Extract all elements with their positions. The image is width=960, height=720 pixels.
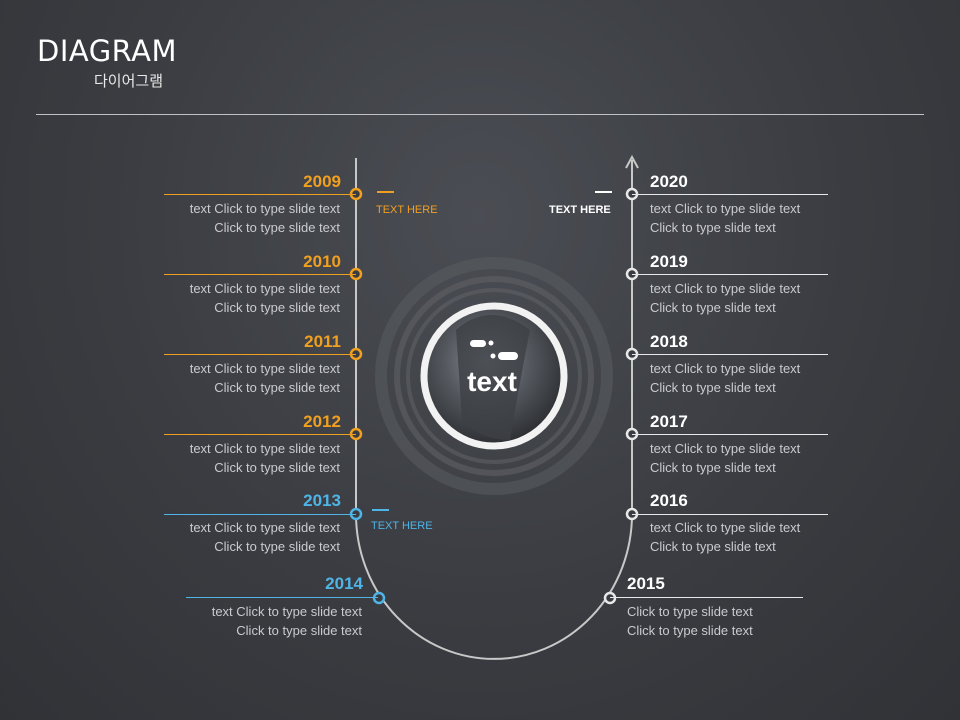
year-underline bbox=[186, 597, 378, 598]
year-underline bbox=[164, 274, 356, 275]
year-label: 2012 bbox=[303, 412, 341, 431]
year-label: 2017 bbox=[650, 412, 688, 431]
year-label: 2010 bbox=[303, 252, 341, 271]
outer-ring-2 bbox=[394, 276, 594, 476]
item-description: Click to type slide text Click to type sl… bbox=[627, 604, 753, 638]
annotation-blue: TEXT HERE bbox=[371, 520, 433, 532]
center-label: text bbox=[467, 366, 517, 397]
year-label: 2016 bbox=[650, 491, 688, 510]
bottom-arc bbox=[355, 513, 633, 660]
year-label: 2018 bbox=[650, 332, 688, 351]
item-description: text Click to type slide text Click to ty… bbox=[189, 520, 340, 554]
annotation-dash-orange bbox=[377, 191, 394, 193]
year-underline bbox=[632, 194, 828, 195]
year-label: 2009 bbox=[303, 172, 341, 191]
year-label: 2015 bbox=[627, 574, 665, 593]
center-ring bbox=[420, 302, 568, 450]
year-underline bbox=[164, 514, 356, 515]
year-underline bbox=[164, 434, 356, 435]
item-description: text Click to type slide text Click to ty… bbox=[189, 361, 340, 395]
year-label: 2019 bbox=[650, 252, 688, 271]
year-underline bbox=[632, 354, 828, 355]
year-underline bbox=[632, 274, 828, 275]
annotation-dash-white bbox=[595, 191, 612, 193]
year-label: 2014 bbox=[325, 574, 363, 593]
year-label: 2011 bbox=[304, 332, 341, 351]
item-description: text Click to type slide text Click to ty… bbox=[650, 520, 801, 554]
annotation-white: TEXT HERE bbox=[549, 204, 611, 216]
item-description: text Click to type slide text Click to ty… bbox=[211, 604, 362, 638]
annotation-orange: TEXT HERE bbox=[376, 204, 438, 216]
item-description: text Click to type slide text Click to ty… bbox=[650, 201, 801, 235]
item-description: text Click to type slide text Click to ty… bbox=[189, 201, 340, 235]
year-underline bbox=[632, 514, 828, 515]
year-underline bbox=[164, 194, 356, 195]
item-description: text Click to type slide text Click to ty… bbox=[189, 281, 340, 315]
year-underline bbox=[610, 597, 803, 598]
item-description: text Click to type slide text Click to ty… bbox=[650, 441, 801, 475]
page-subtitle: 다이어그램 bbox=[94, 72, 164, 90]
page-title: DIAGRAM bbox=[37, 34, 178, 68]
marker-2014 bbox=[372, 591, 386, 605]
footprints-icon bbox=[470, 340, 518, 360]
year-label: 2020 bbox=[650, 172, 688, 191]
year-underline bbox=[632, 434, 828, 435]
marker-2015 bbox=[603, 591, 617, 605]
item-description: text Click to type slide text Click to ty… bbox=[189, 441, 340, 475]
year-underline bbox=[164, 354, 356, 355]
item-description: text Click to type slide text Click to ty… bbox=[650, 361, 801, 395]
annotation-dash-blue bbox=[372, 509, 389, 511]
header-divider bbox=[36, 114, 924, 115]
outer-ring-1 bbox=[406, 288, 582, 464]
arrow-up-icon bbox=[625, 154, 639, 169]
year-label: 2013 bbox=[303, 491, 341, 510]
item-description: text Click to type slide text Click to ty… bbox=[650, 281, 801, 315]
outer-ring-3 bbox=[375, 257, 613, 495]
